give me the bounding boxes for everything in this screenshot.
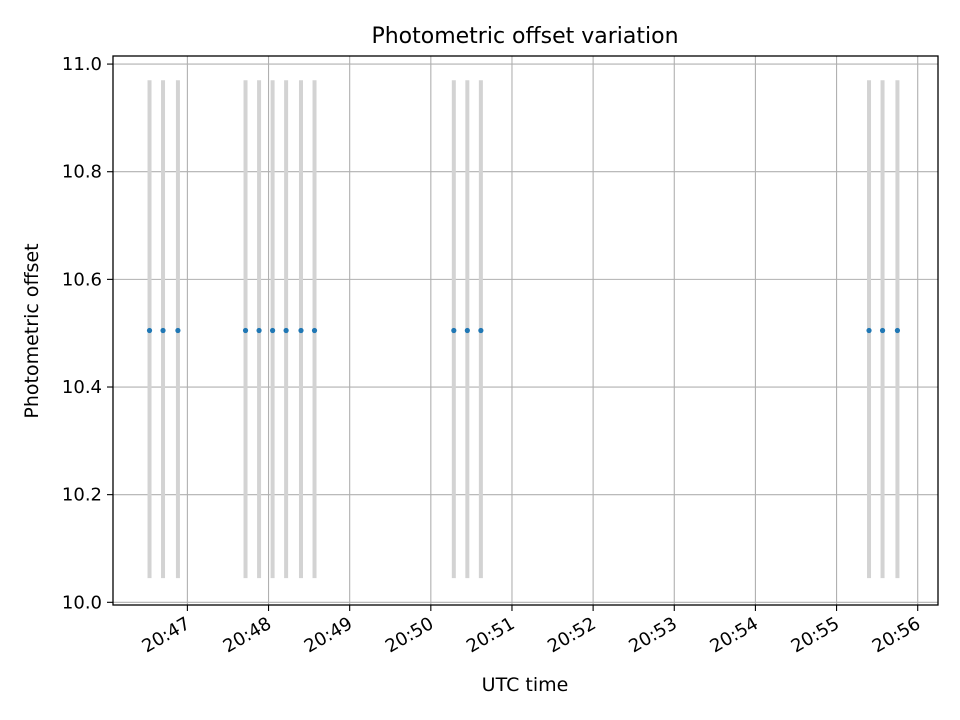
y-tick-label: 10.2 [62,485,102,506]
x-tick-label: 20:51 [463,613,518,657]
y-tick-label: 10.0 [62,592,102,613]
error-bars [147,80,900,579]
y-axis-ticks: 10.0 10.2 10.4 10.6 10.8 11.0 [62,54,113,613]
x-tick-label: 20:48 [220,613,275,657]
data-point [866,327,872,334]
data-point [160,327,166,334]
y-tick-label: 11.0 [62,54,102,75]
data-point [269,327,276,334]
data-point [283,327,289,334]
x-tick-label: 20:47 [138,613,193,657]
x-axis-label: UTC time [482,674,569,696]
x-tick-label: 20:49 [301,613,356,657]
data-point [478,327,484,334]
x-tick-label: 20:54 [706,613,761,657]
data-point [298,327,304,334]
data-point [256,327,262,334]
data-point [464,327,470,334]
y-tick-label: 10.6 [62,269,102,290]
data-point [311,327,318,334]
data-point [146,327,153,334]
y-tick-label: 10.4 [62,377,102,398]
data-point [879,327,886,334]
x-axis-ticks: 20:47 20:48 20:49 20:50 20:51 20:52 20:53 20:54… [138,605,924,657]
plot-frame [112,55,939,606]
grid-lines [113,56,938,605]
data-point [242,327,249,334]
data-point [894,327,901,334]
data-point [451,327,457,334]
chart-title: Photometric offset variation [371,24,678,49]
x-tick-label: 20:53 [625,613,680,657]
data-points [146,327,901,334]
x-tick-label: 20:52 [544,613,599,657]
data-point [175,327,181,334]
y-axis-label: Photometric offset [21,243,43,418]
x-tick-label: 20:50 [382,613,437,657]
y-tick-label: 10.8 [62,162,102,183]
x-tick-label: 20:56 [869,613,924,657]
x-tick-label: 20:55 [788,613,843,657]
